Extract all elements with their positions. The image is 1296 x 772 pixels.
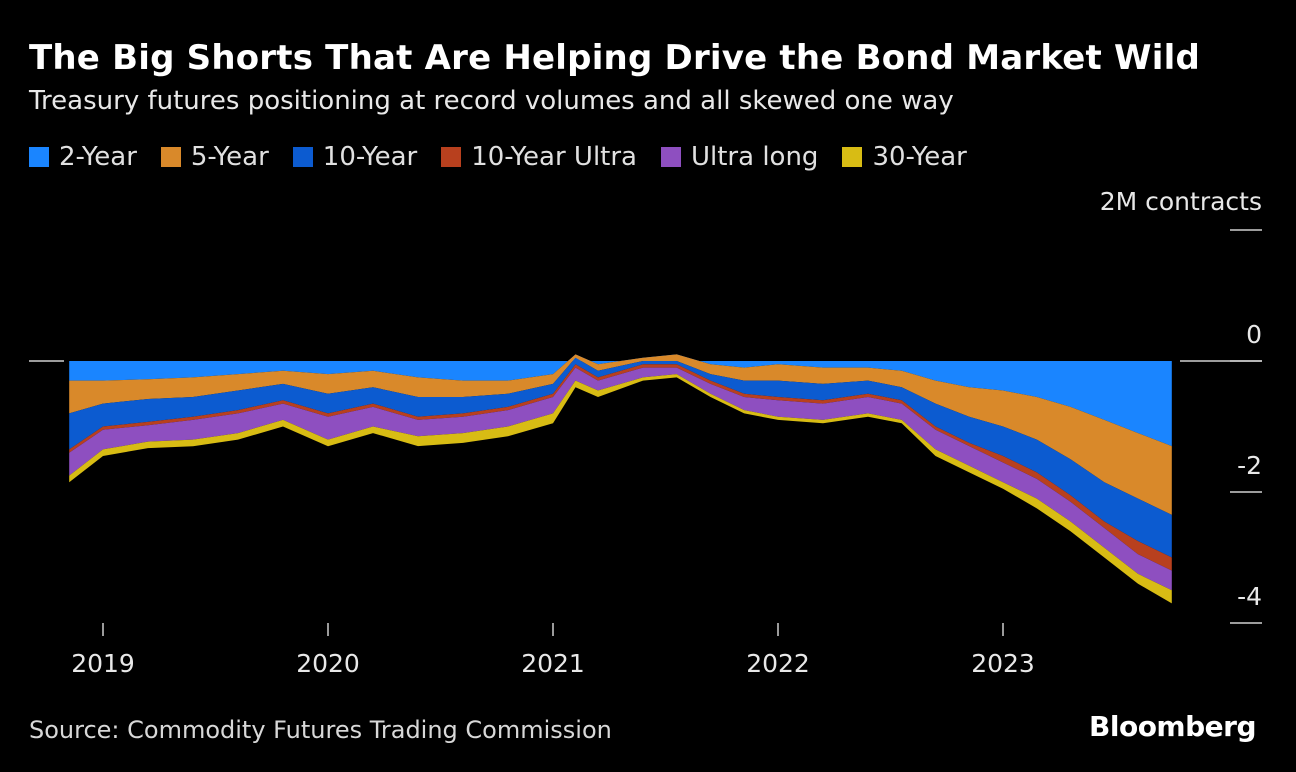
legend-item-10-year-ultra: 10-Year Ultra <box>441 142 637 172</box>
area-series-ultra-long <box>69 367 1172 591</box>
x-tick-label: 2023 <box>971 649 1035 678</box>
legend-label-10-year: 10-Year <box>322 142 418 172</box>
area-series-10-year <box>69 357 1172 558</box>
legend: 2-Year 5-Year 10-Year 10-Year Ultra Ultr… <box>29 142 991 172</box>
chart-subtitle: Treasury futures positioning at record v… <box>29 86 954 116</box>
legend-label-5-year: 5-Year <box>190 142 269 172</box>
legend-item-5-year: 5-Year <box>160 142 269 172</box>
area-series-5-year <box>69 354 1172 515</box>
y-tick-label: 0 <box>1246 320 1262 349</box>
legend-swatch-ultra-long <box>660 147 681 167</box>
legend-label-2-year: 2-Year <box>59 142 137 172</box>
y-tick-label: -4 <box>1237 582 1262 611</box>
x-tick-label: 2019 <box>71 649 135 678</box>
y-tick-label: -2 <box>1237 451 1262 480</box>
chart-axes: 2M contracts 0 -2 -4 2019 2020 2021 2022 2023 <box>29 187 1262 678</box>
legend-item-ultra-long: Ultra long <box>660 142 819 172</box>
x-tick-label: 2020 <box>296 649 360 678</box>
legend-swatch-30-year <box>842 147 863 167</box>
legend-swatch-2-year <box>29 147 49 167</box>
area-series-10-year-ultra <box>69 364 1172 571</box>
legend-item-10-year: 10-Year <box>292 142 418 172</box>
legend-swatch-5-year <box>160 147 181 167</box>
legend-swatch-10-year <box>292 147 313 167</box>
legend-item-30-year: 30-Year <box>842 142 967 172</box>
area-series-2-year <box>69 354 1172 447</box>
chart-areas <box>69 354 1172 604</box>
source-note: Source: Commodity Futures Trading Commis… <box>29 716 612 744</box>
legend-swatch-10-year-ultra <box>441 147 462 167</box>
chart-title: The Big Shorts That Are Helping Drive th… <box>29 38 1200 78</box>
legend-label-30-year: 30-Year <box>872 142 967 172</box>
legend-item-2-year: 2-Year <box>29 142 137 172</box>
area-series-30-year <box>69 374 1172 604</box>
legend-label-10-year-ultra: 10-Year Ultra <box>471 142 637 172</box>
x-tick-label: 2022 <box>746 649 810 678</box>
legend-label-ultra-long: Ultra long <box>690 142 819 172</box>
x-tick-label: 2021 <box>521 649 585 678</box>
y-tick-label: 2M contracts <box>1100 187 1262 216</box>
bloomberg-logo: Bloomberg <box>1089 710 1256 743</box>
